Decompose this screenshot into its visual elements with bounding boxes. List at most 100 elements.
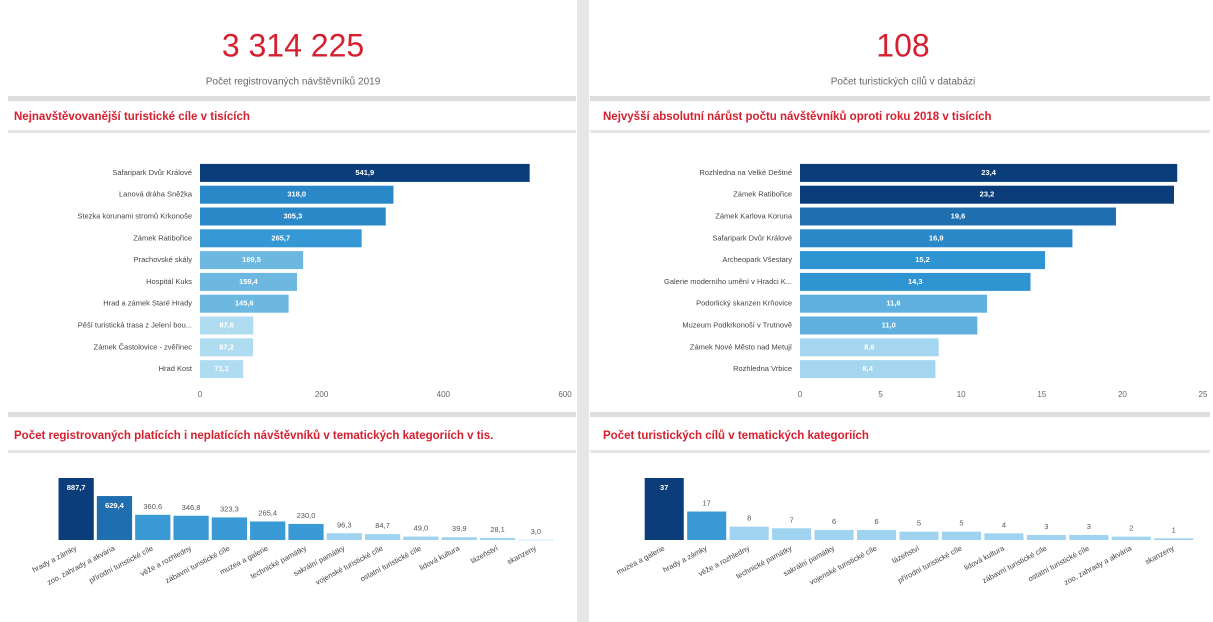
value-label: 17 [703,498,711,507]
bar [200,185,394,204]
category-label: Zámek Karlova Koruna [715,211,793,220]
bar [211,517,248,540]
kpi-caption: Počet turistických cílů v databázi [831,76,976,88]
category-label: Hrad a zámek Staré Hrady [103,299,192,308]
x-tick-label: 200 [315,390,329,399]
value-label: 23,2 [980,190,995,199]
bar [800,272,1031,291]
value-label: 23,4 [981,168,996,177]
value-label: 39,9 [452,524,467,533]
bar [288,523,324,540]
bar [173,515,209,540]
bar [200,338,254,357]
value-label: 887,7 [67,483,86,492]
bar [96,496,133,540]
x-tick-label: 0 [198,390,203,399]
bar [941,531,981,540]
value-label: 49,0 [414,524,429,533]
value-label: 14,3 [908,277,923,286]
bar [58,478,94,540]
value-label: 84,7 [375,521,390,530]
value-label: 305,3 [283,211,302,220]
divider [590,96,1210,101]
category-label: Galerie moderního umění v Hradci K... [664,277,792,286]
bar [135,514,171,540]
value-label: 71,1 [214,364,229,373]
bar [326,533,362,540]
x-tick-label: 25 [1199,390,1208,399]
kpi-value: 3 314 225 [222,27,364,63]
value-label: 265,4 [258,508,277,517]
column-divider [577,0,589,622]
value-label: 15,2 [915,255,930,264]
divider [8,130,576,133]
bar [644,478,684,540]
bar [200,316,254,335]
bar [800,338,939,357]
value-label: 28,1 [490,525,505,534]
category-label: Safaripark Dvůr Králové [112,168,192,177]
bar [800,229,1073,248]
category-label: Zámek Častolovice - zvěřinec [94,342,193,351]
value-label: 8 [747,514,751,523]
value-label: 265,7 [271,233,290,242]
section-title: Nejnavštěvovanější turistické cíle v tis… [14,111,250,123]
value-label: 318,0 [287,190,306,199]
category-label: Zámek Ratibořice [133,233,192,242]
value-label: 169,5 [242,255,261,264]
bar [1154,538,1194,540]
x-tick-label: 5 [878,390,883,399]
value-label: 6 [832,517,836,526]
divider [590,130,1210,133]
value-label: 87,6 [219,320,234,329]
section-title: Počet turistických cílů v tematických ka… [603,430,869,442]
value-label: 541,9 [355,168,374,177]
value-label: 360,6 [143,502,162,511]
divider [8,450,576,453]
divider [590,450,1210,453]
category-label: Archeopark Všestary [722,255,792,264]
x-tick-label: 20 [1118,390,1127,399]
category-label: Muzeum Podkrkonoší v Trutnově [682,320,792,329]
value-label: 3 [1087,522,1091,531]
bar [200,360,244,379]
value-label: 629,4 [105,501,125,510]
value-label: 2 [1129,524,1133,533]
kpi-value: 108 [876,27,929,63]
bar [200,251,304,270]
section-title: Počet registrovaných platících i neplatí… [14,430,493,442]
bar [857,529,897,540]
value-label: 87,2 [219,342,234,351]
category-label: Lanová dráha Sněžka [119,190,193,199]
divider [8,96,576,101]
value-label: 11,0 [882,320,896,329]
bar [814,529,854,540]
bar [687,511,727,540]
bar [800,185,1174,204]
x-tick-label: 0 [798,390,803,399]
section-title: Nejvyšší absolutní nárůst počtu návštěvn… [603,111,992,123]
value-label: 8,6 [864,342,874,351]
bar [729,526,769,540]
value-label: 19,6 [951,211,966,220]
bar [984,533,1024,540]
value-label: 8,4 [862,364,873,373]
value-label: 3 [1044,522,1048,531]
value-label: 230,0 [297,511,316,520]
kpi-caption: Počet registrovaných návštěvníků 2019 [206,76,381,88]
bar [250,521,286,540]
category-label: Safaripark Dvůr Králové [712,233,792,242]
bar [479,538,516,540]
value-label: 5 [917,519,921,528]
bar [1111,536,1151,540]
bar [403,536,439,540]
category-label: Hrad Kost [159,364,193,373]
category-label: Zámek Ratibořice [733,190,792,199]
value-label: 145,6 [235,299,254,308]
value-label: 3,0 [531,527,541,536]
bar [200,294,289,313]
value-label: 6 [874,517,878,526]
bar [800,360,936,379]
bar [800,207,1116,226]
